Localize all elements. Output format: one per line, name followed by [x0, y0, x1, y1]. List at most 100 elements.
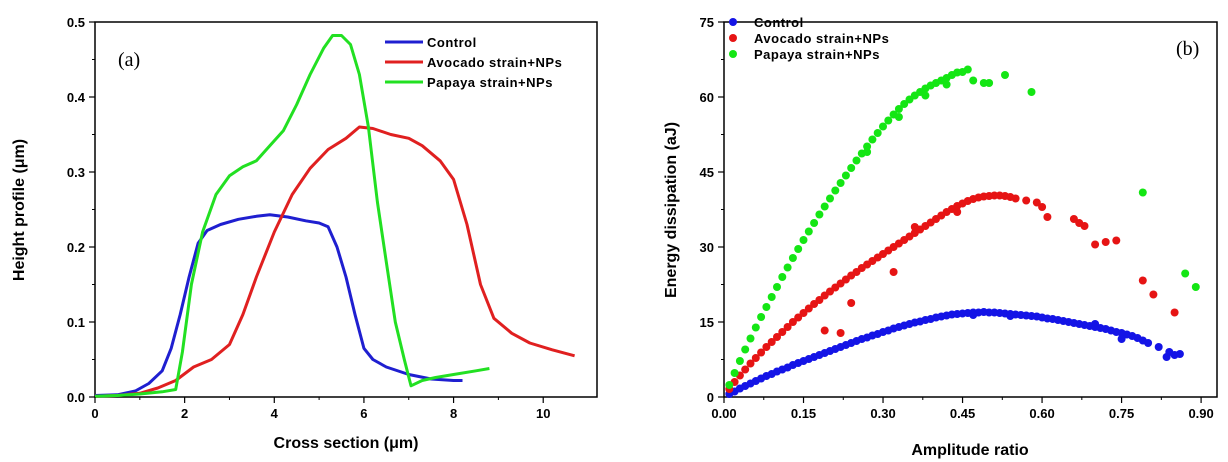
panel-b-point-papaya-strain-nps: [1138, 188, 1147, 197]
panel-b-point-papaya-strain-nps: [820, 202, 829, 211]
panel-a-series-line-avocado-strain-nps: [94, 125, 575, 398]
panel-b-point-papaya-strain-nps: [884, 116, 893, 125]
panel-b-point-avocado-strain-nps: [794, 313, 803, 322]
panel-a-ticks-group: 0 2 4 6 8 10 0.0 0.1 0.2 0.3 0.4 0.5: [67, 15, 551, 421]
panel-b-point-avocado-strain-nps: [910, 223, 919, 231]
panel-b-point-papaya-strain-nps: [963, 65, 972, 74]
panel-b-point-papaya-strain-nps: [815, 210, 824, 219]
panel-b-point-papaya-strain-nps: [836, 179, 845, 187]
panel-a-x-tick-label: 8: [450, 406, 457, 421]
panel-b-point-papaya-strain-nps: [725, 381, 734, 389]
panel-b-point-papaya-strain-nps: [1001, 71, 1009, 79]
panel-b-point-avocado-strain-nps: [757, 348, 766, 357]
panel-b-point-papaya-strain-nps: [788, 254, 797, 262]
panel-b-point-papaya-strain-nps: [783, 263, 792, 272]
panel-b-point-control: [1117, 335, 1126, 343]
panel-b-point-avocado-strain-nps: [1032, 198, 1041, 207]
panel-b-point-papaya-strain-nps: [985, 79, 994, 87]
panel-b-legend-swatch-papaya-strain-nps: [729, 50, 737, 58]
panel-b-point-papaya-strain-nps: [1181, 269, 1190, 278]
panel-b-point-avocado-strain-nps: [836, 329, 845, 337]
panel-b-point-papaya-strain-nps: [841, 171, 850, 180]
panel-a-series-line-papaya-strain-nps: [94, 34, 490, 398]
panel-b-point-papaya-strain-nps: [778, 273, 787, 281]
panel-b-y-tick-label: 60: [700, 90, 714, 105]
panel-a-y-tick-label: 0.3: [67, 165, 85, 180]
panel-b-label: (b): [1176, 38, 1199, 60]
panel-b-point-avocado-strain-nps: [820, 326, 829, 335]
panel-b-point-avocado-strain-nps: [799, 309, 808, 317]
panel-b-point-avocado-strain-nps: [1091, 240, 1100, 249]
panel-b-point-papaya-strain-nps: [1027, 88, 1036, 96]
panel-b-y-tick-label: 75: [700, 15, 714, 30]
panel-b-point-avocado-strain-nps: [778, 328, 787, 336]
panel-b-point-papaya-strain-nps: [873, 129, 882, 137]
panel-b-point-papaya-strain-nps: [1191, 283, 1200, 291]
panel-b-point-papaya-strain-nps: [868, 135, 877, 144]
panel-a-legend-label-avocado-strain-nps: Avocado strain+NPs: [427, 55, 562, 70]
panel-a-y-tick-label: 0.5: [67, 15, 85, 30]
panel-b-x-tick-label: 0.90: [1188, 406, 1213, 421]
panel-b-point-control: [1006, 312, 1015, 320]
panel-a-legend-label-control: Control: [427, 35, 477, 50]
panel-b-point-papaya-strain-nps: [879, 122, 887, 131]
panel-b-point-papaya-strain-nps: [804, 227, 813, 236]
panel-b-point-papaya-strain-nps: [969, 76, 978, 85]
panel-a-x-tick-label: 4: [271, 406, 279, 421]
panel-b-point-avocado-strain-nps: [1043, 213, 1052, 221]
panel-b-y-tick-label: 30: [700, 240, 714, 255]
panel-b-x-tick-label: 0.00: [711, 406, 736, 421]
panel-b-point-avocado-strain-nps: [773, 333, 781, 341]
panel-b-point-control: [1154, 343, 1163, 351]
panel-b-point-papaya-strain-nps: [863, 148, 872, 156]
panel-b-point-papaya-strain-nps: [794, 245, 803, 253]
panel-a-y-tick-label: 0.2: [67, 240, 85, 255]
panel-b-legend-swatch-control: [729, 18, 737, 26]
panel-a-series-group: [94, 34, 575, 398]
panel-a-x-tick-label: 0: [91, 406, 98, 421]
panel-b-ticks-group: 0.00 0.15 0.30 0.45 0.60 0.75 0.90 0 15 30 45 60 75: [700, 15, 1214, 421]
panel-b-point-papaya-strain-nps: [894, 105, 903, 113]
panel-b-point-avocado-strain-nps: [804, 304, 813, 313]
panel-a-chart: 0 2 4 6 8 10 0.0 0.1 0.2 0.3 0.4 0.5 (a) Cross sect…: [11, 15, 598, 452]
panel-b-point-avocado-strain-nps: [847, 299, 856, 307]
panel-b-point-avocado-strain-nps: [1112, 236, 1121, 245]
panel-b-x-tick-label: 0.15: [791, 406, 816, 421]
panel-b-point-avocado-strain-nps: [815, 296, 824, 304]
panel-b-point-papaya-strain-nps: [730, 369, 739, 377]
panel-b-y-tick-label: 45: [700, 165, 714, 180]
panel-b-point-control: [1175, 350, 1184, 358]
panel-b-point-papaya-strain-nps: [746, 334, 755, 343]
panel-b-point-papaya-strain-nps: [751, 323, 760, 332]
panel-b-legend-label-papaya-strain-nps: Papaya strain+NPs: [754, 47, 880, 62]
panel-a-x-tick-label: 2: [181, 406, 188, 421]
panel-b-point-papaya-strain-nps: [757, 313, 766, 321]
panel-b-point-papaya-strain-nps: [852, 156, 861, 165]
panel-b-point-avocado-strain-nps: [741, 365, 750, 374]
panel-a-y-tick-label: 0.0: [67, 390, 85, 405]
panel-b-point-papaya-strain-nps: [767, 293, 776, 301]
panel-b-point-papaya-strain-nps: [942, 80, 951, 89]
panel-b-point-avocado-strain-nps: [1022, 196, 1031, 205]
panel-b-legend-label-control: Control: [754, 15, 804, 30]
panel-b-x-axis-label: Amplitude ratio: [911, 442, 1029, 459]
panel-b-point-avocado-strain-nps: [788, 318, 797, 326]
panel-b-point-avocado-strain-nps: [1101, 238, 1110, 246]
panel-a-x-tick-label: 6: [360, 406, 367, 421]
panel-b-point-avocado-strain-nps: [889, 268, 898, 276]
panel-b-point-papaya-strain-nps: [762, 303, 771, 311]
panel-b-legend-swatch-avocado-strain-nps: [729, 34, 737, 42]
panel-b-y-tick-label: 0: [707, 390, 714, 405]
panel-a-legend: Control Avocado strain+NPs Papaya strain+N…: [385, 35, 562, 90]
panel-a-series-line-control: [94, 213, 463, 397]
panel-a-y-tick-label: 0.4: [67, 90, 86, 105]
panel-b-x-tick-label: 0.75: [1109, 406, 1134, 421]
panel-b-point-avocado-strain-nps: [783, 323, 792, 331]
panel-a-label: (a): [118, 49, 140, 71]
panel-b-y-axis-label: Energy dissipation (aJ): [663, 122, 680, 298]
panel-b-point-papaya-strain-nps: [826, 194, 834, 203]
panel-b-point-avocado-strain-nps: [1080, 222, 1089, 230]
panel-b-point-avocado-strain-nps: [767, 338, 776, 346]
